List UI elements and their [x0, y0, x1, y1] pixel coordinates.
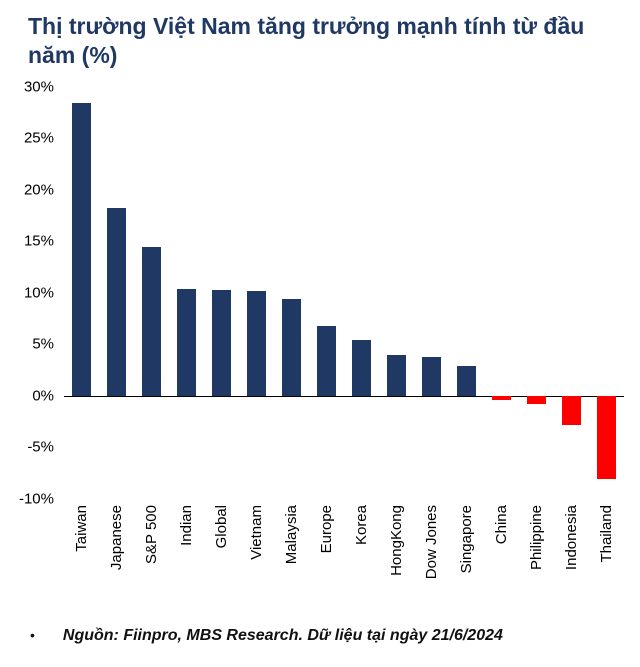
- bar-indian: [176, 288, 197, 396]
- x-axis-label-cell: Europe: [309, 505, 344, 611]
- x-axis-tick-label: Thailand: [598, 504, 615, 563]
- bar-thailand: [596, 395, 617, 480]
- x-axis-tick-label: Indonesia: [563, 504, 580, 570]
- x-axis-labels: Taiwan Japanese S&P 500 Indian Global Vietnam…: [64, 505, 624, 611]
- bar-dow-jones: [421, 356, 442, 396]
- x-axis-label-cell: Korea: [344, 505, 379, 611]
- x-axis-label-cell: Malaysia: [274, 505, 309, 611]
- x-axis-tick-label: Malaysia: [283, 504, 300, 565]
- bar-singapore: [456, 366, 477, 396]
- bar-korea: [351, 340, 372, 396]
- x-axis-tick-label: S&P 500: [143, 504, 160, 564]
- bar-china: [491, 395, 512, 400]
- bar-taiwan: [71, 103, 92, 396]
- bar-chart: 30% 25% 20% 15% 10% 5% 0% -5% -10% Taiwan Japanes…: [19, 78, 624, 611]
- y-axis-tick-label: 5%: [32, 335, 54, 353]
- y-axis-tick-label: 15%: [23, 232, 54, 250]
- x-axis-tick-label: HongKong: [388, 504, 405, 576]
- bar-global: [211, 289, 232, 396]
- x-axis-label-cell: S&P 500: [134, 505, 169, 611]
- x-axis-tick-label: Indian: [178, 504, 195, 546]
- y-axis-tick-label: 30%: [23, 78, 54, 96]
- x-axis-label-cell: Philippine: [519, 505, 554, 611]
- footer: • Nguồn: Fiinpro, MBS Research. Dữ liệu …: [30, 627, 620, 645]
- bar-hongkong: [386, 354, 407, 396]
- x-axis-label-cell: Taiwan: [64, 505, 99, 611]
- y-axis-tick-label: -5%: [27, 438, 54, 456]
- x-axis-tick-label: Dow Jones: [423, 504, 440, 580]
- x-axis-label-cell: Dow Jones: [414, 505, 449, 611]
- x-axis-tick-label: Singapore: [458, 504, 475, 574]
- x-axis-label-cell: Thailand: [589, 505, 624, 611]
- y-axis-tick-label: 25%: [23, 129, 54, 147]
- x-axis-tick-label: Philippine: [528, 504, 545, 570]
- x-axis-label-cell: Singapore: [449, 505, 484, 611]
- x-axis-label-cell: Indian: [169, 505, 204, 611]
- y-axis-tick-label: -10%: [18, 490, 54, 508]
- x-axis-label-cell: Indonesia: [554, 505, 589, 611]
- x-axis-tick-label: China: [493, 504, 510, 545]
- x-axis-label-cell: Vietnam: [239, 505, 274, 611]
- bar-philippine: [526, 395, 547, 405]
- bar-s-p-500: [141, 246, 162, 396]
- x-axis-label-cell: Global: [204, 505, 239, 611]
- bullet-marker: •: [30, 626, 35, 643]
- x-axis-tick-label: Taiwan: [73, 504, 90, 552]
- x-axis-label-cell: HongKong: [379, 505, 414, 611]
- source-note: Nguồn: Fiinpro, MBS Research. Dữ liệu tạ…: [62, 626, 503, 644]
- bar-europe: [316, 325, 337, 396]
- bar-indonesia: [561, 395, 582, 425]
- bar-japanese: [106, 208, 127, 396]
- bar-malaysia: [281, 299, 302, 396]
- y-axis-tick-label: 20%: [23, 181, 54, 199]
- y-axis-tick-label: 10%: [23, 284, 54, 302]
- page-title: Thị trường Việt Nam tăng trưởng mạnh tín…: [28, 13, 585, 69]
- x-axis-label-cell: China: [484, 505, 519, 611]
- x-axis-tick-label: Global: [213, 504, 230, 549]
- x-axis-label-cell: Japanese: [99, 505, 134, 611]
- x-axis-tick-label: Vietnam: [248, 504, 265, 560]
- bar-vietnam: [246, 290, 267, 396]
- x-axis-tick-label: Europe: [318, 504, 335, 554]
- plot-area: 30% 25% 20% 15% 10% 5% 0% -5% -10%: [19, 78, 624, 507]
- y-axis-tick-label: 0%: [32, 387, 54, 405]
- x-axis-tick-label: Japanese: [108, 504, 125, 570]
- x-axis-line: [64, 395, 624, 397]
- x-axis-tick-label: Korea: [353, 504, 370, 545]
